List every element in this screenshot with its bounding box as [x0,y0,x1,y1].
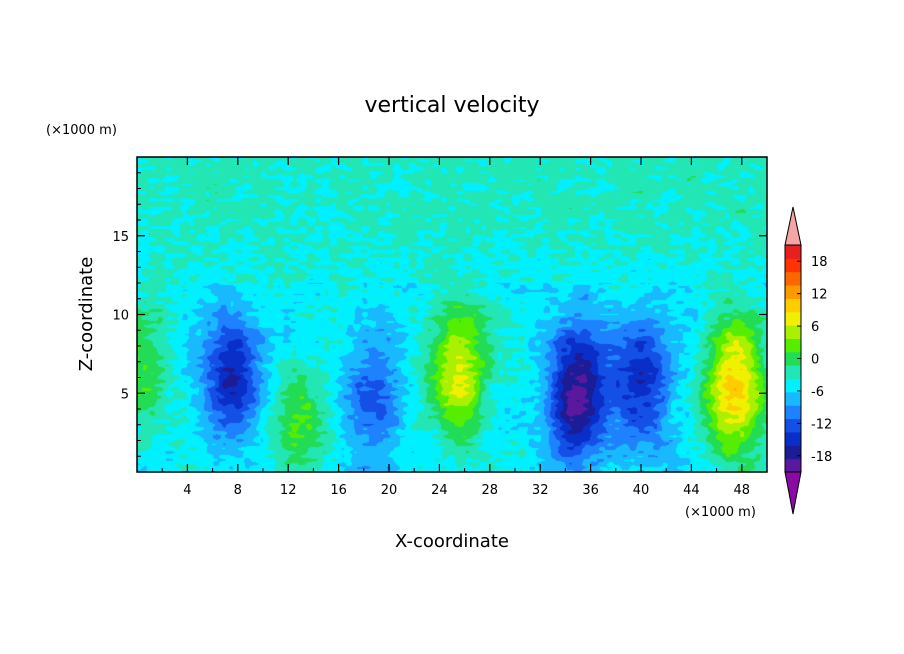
colorbar-tick-label: 6 [811,320,819,335]
colorbar-tick-label: 12 [811,288,828,303]
colorbar-segment [785,378,801,393]
z-tick-label: 15 [112,230,129,245]
colorbar-segment [785,325,801,339]
contour-field [137,157,767,472]
colorbar-tick-label: -6 [811,385,824,400]
x-tick-label: 44 [683,483,700,498]
colorbar-segment [785,245,801,259]
x-tick-label: 24 [431,483,448,498]
chart-title: vertical velocity [364,93,539,118]
colorbar-tick-label: -18 [811,450,832,465]
colorbar-min-arrow [784,471,802,515]
x-tick-label: 12 [280,483,297,498]
colorbar-segment [785,445,801,460]
x-tick-label: 16 [330,483,347,498]
colorbar-segment [785,365,801,380]
x-unit-label: (×1000 m) [685,505,756,520]
x-tick-label: 8 [234,483,242,498]
z-tick-label: 10 [112,309,129,324]
z-tick-label: 5 [121,387,129,402]
x-axis-ticks: 4 8 12 16 20 24 28 32 36 40 44 48 [161,157,751,498]
colorbar-segment [785,351,801,366]
colorbar-segment [785,298,801,313]
velocity-field-canvas [137,157,767,472]
colorbar-tick-label: 18 [811,255,828,270]
colorbar-segment [785,285,801,299]
colorbar-segment [785,431,801,446]
z-unit-label: (×1000 m) [46,123,117,138]
colorbar-tick-label: 0 [811,353,819,368]
colorbar-segment [785,391,801,406]
x-tick-label: 36 [582,483,599,498]
colorbar-segment [785,405,801,420]
colorbar-segment [785,258,801,273]
colorbar: 18 12 6 0 -6 -12 -18 [784,206,832,515]
x-tick-label: 40 [633,483,650,498]
colorbar-max-arrow [784,206,802,246]
y-axis-label: Z-coordinate [76,257,97,372]
colorbar-segment [785,338,801,353]
colorbar-segment [785,458,801,473]
colorbar-tick-label: -12 [811,417,832,432]
x-tick-label: 48 [734,483,751,498]
z-axis-ticks: 5 10 15 [112,172,767,457]
x-tick-label: 20 [381,483,398,498]
colorbar-segment [785,271,801,286]
colorbar-segment [785,418,801,433]
x-tick-label: 4 [183,483,191,498]
x-tick-label: 32 [532,483,549,498]
colorbar-segment [785,311,801,326]
x-tick-label: 28 [482,483,499,498]
x-axis-label: X-coordinate [395,531,509,552]
